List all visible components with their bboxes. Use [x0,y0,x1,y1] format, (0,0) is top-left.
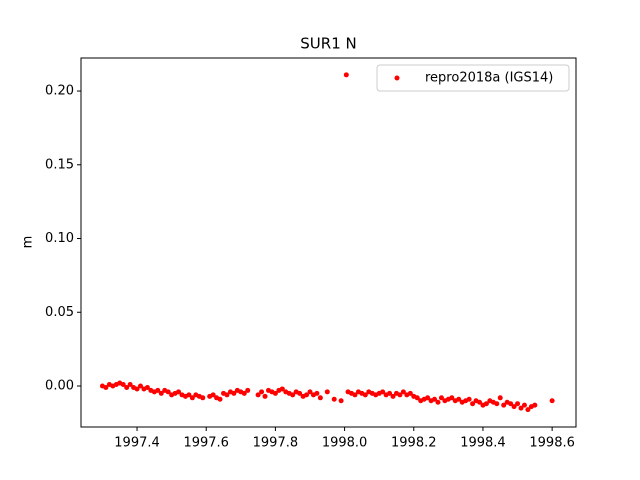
point [352,392,358,398]
point [189,395,195,401]
point [497,395,503,401]
point [290,392,296,398]
x-tick-label: 1998.0 [322,436,368,451]
point [245,387,251,393]
point [224,392,230,398]
point [414,395,420,401]
point [314,390,320,396]
point [200,395,206,401]
point [307,389,313,395]
y-tick-label: 0.05 [45,305,74,320]
point [362,392,368,398]
point [241,390,247,396]
x-tick-label: 1998.6 [529,436,575,451]
plot-frame [80,57,577,428]
point [158,390,164,396]
point [476,399,482,405]
y-tick-label: 0.15 [45,157,74,172]
point [521,402,527,408]
point [317,395,323,401]
point [176,389,182,395]
legend-marker [394,75,400,81]
x-tick-label: 1997.4 [114,436,160,451]
point [515,401,521,407]
y-axis-label: m [21,236,36,249]
point [304,392,310,398]
y-tick-label: 0.20 [45,84,74,99]
legend-label: repro2018a (IGS14) [425,71,553,86]
point [124,384,130,390]
point [470,401,476,407]
point [155,387,161,393]
point [525,407,531,413]
chart-title: SUR1 N [300,35,356,53]
point [137,383,143,389]
point [501,402,507,408]
point [331,396,337,402]
point [456,396,462,402]
point [262,393,268,399]
point [343,72,349,78]
point [549,398,555,404]
point [532,402,538,408]
point [120,382,126,388]
point [432,396,438,402]
x-tick-label: 1997.6 [183,436,229,451]
point [297,390,303,396]
point [144,384,150,390]
point [338,398,344,404]
point [380,389,386,395]
point [259,389,265,395]
point [449,395,455,401]
point [407,390,413,396]
point [324,389,330,395]
point [483,401,489,407]
x-tick-label: 1998.4 [460,436,506,451]
point [210,392,216,398]
y-tick-label: 0.00 [45,379,74,394]
y-tick-label: 0.10 [45,231,74,246]
point [103,384,109,390]
point [390,393,396,399]
point [134,386,140,392]
legend-box [376,64,570,92]
point [279,386,285,392]
point [466,396,472,402]
point [127,382,133,388]
x-tick-label: 1997.8 [253,436,299,451]
point [435,399,441,405]
point [272,390,278,396]
point [400,389,406,395]
point [397,392,403,398]
x-tick-label: 1998.2 [391,436,437,451]
point [518,405,524,411]
point [508,401,514,407]
point [387,390,393,396]
point [165,389,171,395]
point [494,401,500,407]
point [217,396,223,402]
point [511,404,517,410]
point [231,390,237,396]
point [425,395,431,401]
point [186,392,192,398]
point [438,395,444,401]
point [255,392,261,398]
